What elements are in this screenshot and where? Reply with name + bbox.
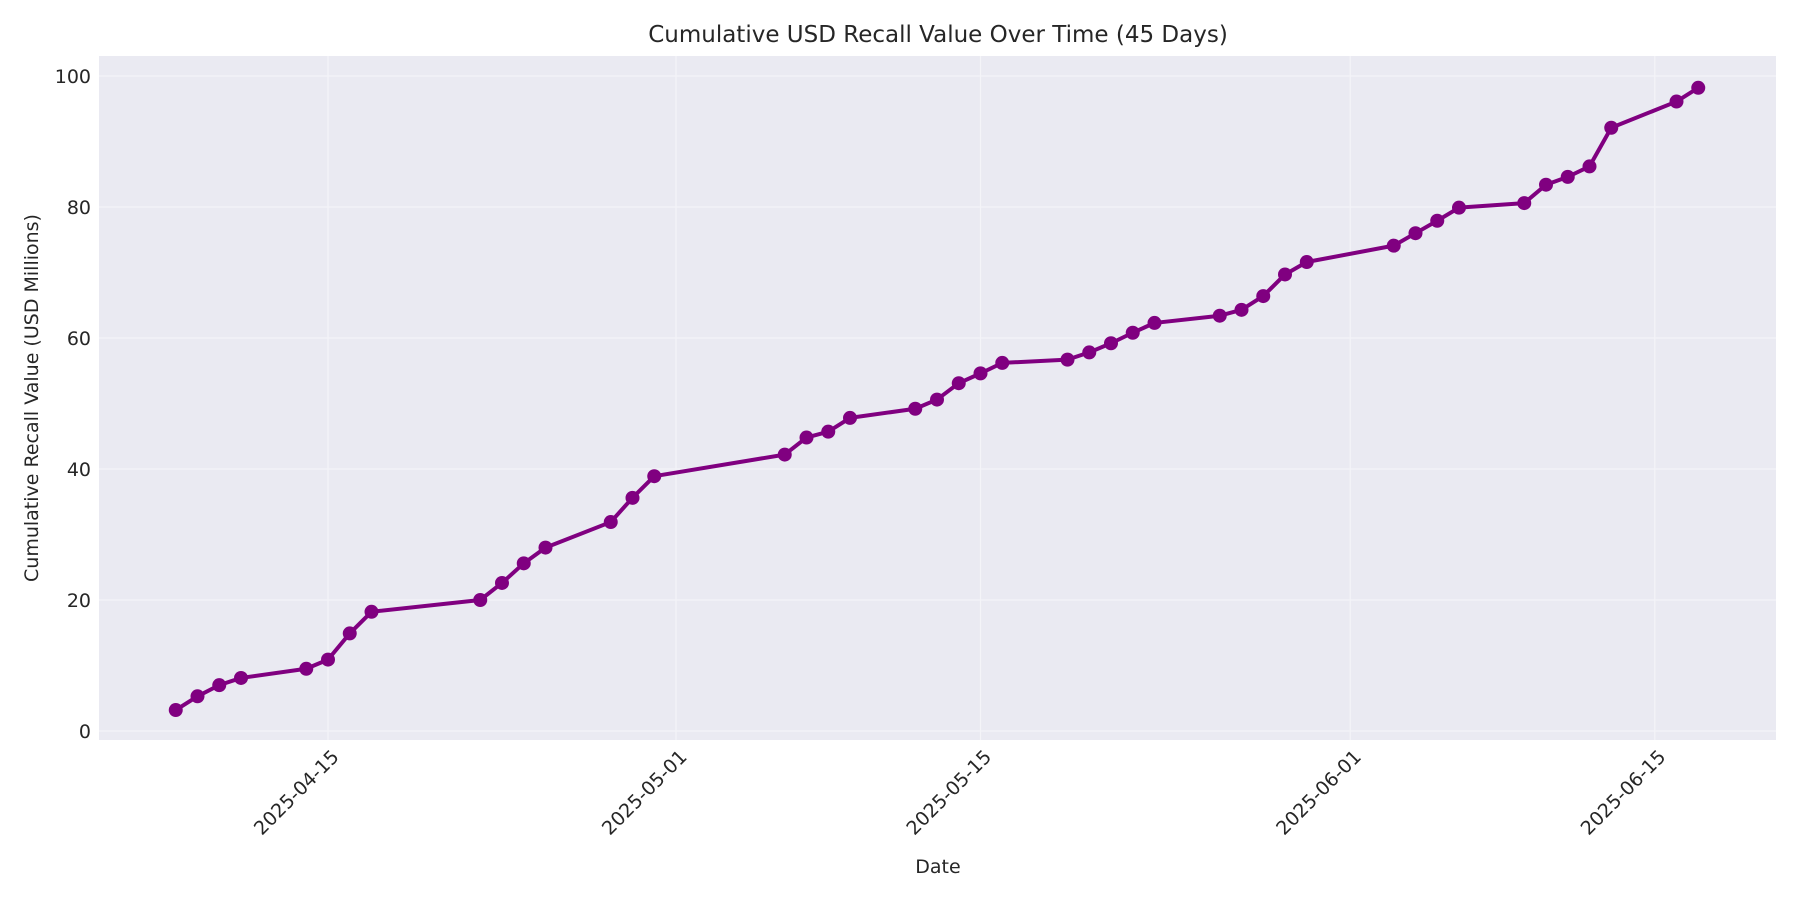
data-point [603,515,618,530]
gridlines [99,56,1776,740]
y-tick-label: 100 [55,66,91,88]
data-point [1082,345,1097,360]
data-point [1582,159,1597,174]
data-point [1104,336,1118,351]
data-point [1278,267,1292,282]
y-tick-label: 20 [67,590,91,612]
data-point [647,469,662,484]
y-axis-ticks: 0 20 40 60 80 100 [55,66,91,743]
x-tick-label: 2025-06-15 [1577,746,1671,840]
data-point [1517,196,1532,211]
data-point [1452,200,1466,215]
data-point [843,410,857,425]
x-tick-label: 2025-05-01 [598,746,692,840]
data-point [1299,255,1314,270]
data-point [1386,238,1401,253]
data-point [930,392,944,407]
data-point [516,556,531,571]
data-point [1669,94,1684,109]
data-point [973,366,988,381]
data-point [908,401,923,416]
data-point [168,703,183,718]
data-point [625,490,640,505]
data-point [821,424,836,439]
x-axis-ticks: 2025-04-15 2025-05-01 2025-05-15 2025-06-01… [250,746,1670,840]
data-point [1147,315,1162,330]
data-point [1560,169,1575,184]
data-point [538,540,553,555]
chart-title: Cumulative USD Recall Value Over Time (4… [648,22,1228,48]
data-point [1212,308,1227,323]
data-point [995,355,1010,370]
data-point [1256,289,1271,304]
data-point [321,652,335,667]
x-tick-label: 2025-04-15 [250,746,344,840]
data-point [1430,213,1445,228]
data-point [777,447,792,462]
data-point [364,604,379,619]
data-point [234,670,248,685]
data-point [342,626,357,641]
y-axis-label: Cumulative Recall Value (USD Millions) [21,214,43,582]
data-markers [168,80,1706,718]
data-point [299,661,314,676]
data-point [1408,226,1423,241]
x-tick-label: 2025-05-15 [902,746,996,840]
data-point [495,575,509,590]
y-tick-label: 80 [67,197,91,219]
x-axis-label: Date [915,856,960,878]
data-point [1234,302,1249,317]
data-point [473,593,488,607]
data-point [190,689,205,704]
data-point [1539,177,1553,192]
y-tick-label: 60 [67,328,91,350]
data-point [1604,120,1619,135]
data-point [212,678,227,693]
x-tick-label: 2025-06-01 [1272,746,1366,840]
data-point [951,376,966,391]
data-point [1691,80,1706,95]
data-point [1125,325,1140,340]
data-point [799,430,814,445]
y-tick-label: 40 [67,459,91,481]
data-point [1060,352,1075,367]
y-tick-label: 0 [79,721,91,743]
